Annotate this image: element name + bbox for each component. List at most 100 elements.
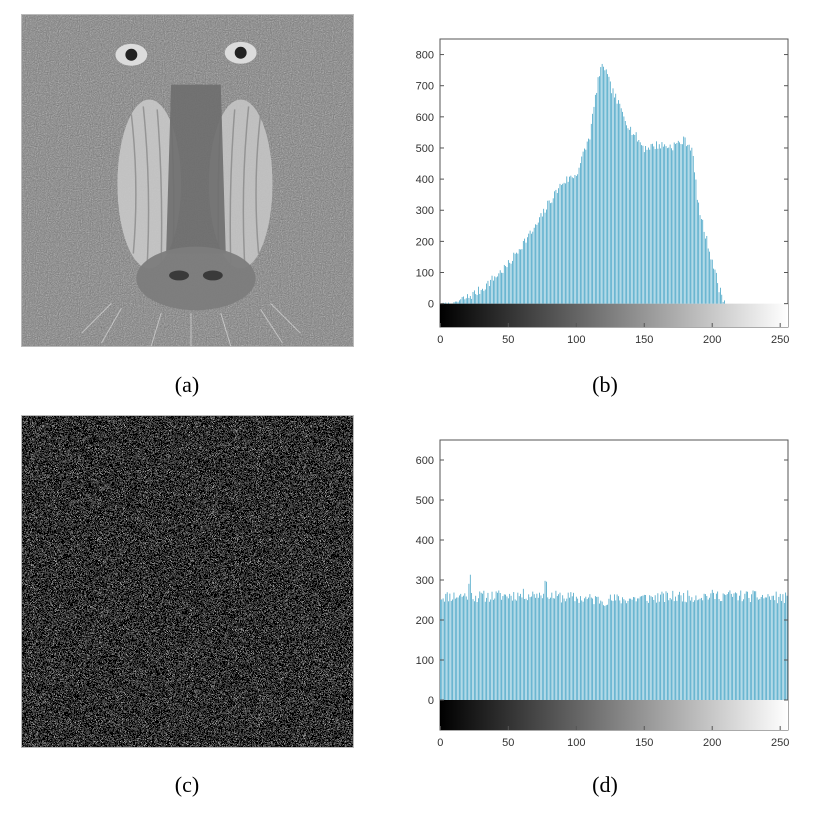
histogram-bar	[546, 209, 547, 304]
histogram-bar	[559, 592, 561, 700]
y-tick-label: 100	[416, 268, 434, 280]
histogram-bar	[643, 152, 645, 304]
histogram-bar	[535, 224, 536, 304]
histogram-bar	[741, 601, 743, 700]
histogram-bar	[705, 594, 706, 700]
histogram-bar	[686, 146, 687, 304]
histogram-bar	[599, 76, 600, 304]
histogram-bar	[773, 595, 774, 700]
histogram-bar	[752, 590, 754, 700]
x-tick-label: 150	[635, 737, 653, 749]
histogram-bar	[566, 598, 568, 700]
histogram-bar	[536, 224, 538, 304]
histogram-bar	[501, 272, 502, 304]
histogram-bar	[543, 593, 545, 700]
histogram-bar	[471, 592, 473, 700]
histogram-bar	[444, 601, 445, 700]
histogram-bar	[593, 106, 595, 304]
histogram-bar	[694, 600, 695, 700]
histogram-bar	[600, 600, 602, 700]
histogram-bar	[748, 597, 750, 700]
histogram-bar	[619, 600, 621, 700]
histogram-bar	[544, 580, 546, 700]
histogram-bar	[653, 599, 655, 700]
histogram-bar	[661, 142, 663, 304]
histogram-bar	[677, 140, 679, 304]
histogram-bar	[550, 203, 551, 304]
histogram-bar	[717, 283, 719, 304]
histogram-bar	[464, 299, 466, 304]
histogram-bar	[483, 590, 485, 700]
histogram-bar	[673, 142, 675, 304]
histogram-bar	[582, 151, 584, 304]
histogram-bar	[487, 592, 489, 700]
histogram-bar	[562, 595, 564, 700]
histogram-bar	[643, 594, 645, 700]
x-tick-label: 200	[703, 334, 721, 346]
histogram-bar	[556, 595, 558, 700]
histogram-bar	[774, 600, 776, 700]
histogram-bar	[457, 597, 459, 700]
y-tick-label: 500	[416, 495, 434, 507]
histogram-bar	[692, 155, 694, 304]
y-tick-label: 0	[428, 695, 434, 707]
histogram-bar	[604, 70, 606, 304]
x-tick-label: 50	[502, 737, 514, 749]
histogram-bar	[656, 602, 657, 700]
histogram-bar	[510, 263, 512, 304]
histogram-bar	[475, 294, 477, 304]
histogram-bar	[646, 149, 648, 304]
histogram-bar	[764, 597, 766, 700]
histogram-bar	[578, 602, 580, 700]
histogram-bar	[487, 280, 489, 304]
histogram-bar	[638, 598, 640, 700]
histogram-bar	[457, 301, 459, 304]
histogram-bar	[762, 594, 763, 700]
histogram-bar	[623, 599, 625, 700]
histogram-bar	[472, 291, 474, 304]
histogram-bar	[563, 182, 565, 304]
histogram-bar	[722, 301, 724, 304]
histogram-bar	[584, 148, 585, 304]
histogram-bar	[537, 597, 539, 700]
histogram-bar	[467, 294, 468, 304]
histogram-bar	[668, 600, 670, 700]
histogram-bar	[781, 600, 782, 700]
histogram-bar	[573, 178, 574, 304]
histogram-bar	[607, 74, 608, 304]
histogram-bar	[456, 301, 458, 304]
histogram-bar	[647, 602, 649, 700]
histogram-bar	[573, 592, 574, 700]
histogram-bar	[507, 598, 509, 700]
histogram-bar	[786, 595, 788, 700]
caption-d: (d)	[592, 772, 618, 797]
histogram-bar	[691, 597, 693, 700]
histogram-bar	[550, 597, 551, 700]
x-tick-label: 50	[502, 334, 514, 346]
histogram-bar	[525, 598, 527, 700]
histogram-bar	[721, 294, 723, 304]
histogram-bar	[627, 128, 629, 304]
histogram-bar	[673, 601, 675, 700]
histogram-bar	[499, 592, 501, 700]
histogram-bar	[601, 601, 603, 700]
histogram-bar	[585, 149, 587, 304]
histogram-bar	[478, 286, 479, 304]
histogram-bar	[567, 181, 569, 304]
histogram-bar	[747, 591, 748, 700]
histogram-bar	[691, 147, 693, 304]
histogram-bar	[551, 202, 553, 304]
histogram-bar	[589, 139, 591, 304]
histogram-bar	[615, 93, 617, 304]
histogram-bar	[707, 248, 709, 304]
histogram-bar	[506, 267, 508, 304]
histogram-bar	[637, 141, 638, 304]
histogram-bar	[563, 598, 565, 700]
histogram-bar	[654, 149, 656, 304]
histogram-bar	[452, 599, 453, 700]
histogram-bar	[638, 139, 640, 304]
histogram-bar	[565, 601, 566, 700]
histogram-bar	[664, 601, 666, 700]
histogram-bar	[656, 141, 657, 304]
histogram-bar	[641, 145, 642, 304]
